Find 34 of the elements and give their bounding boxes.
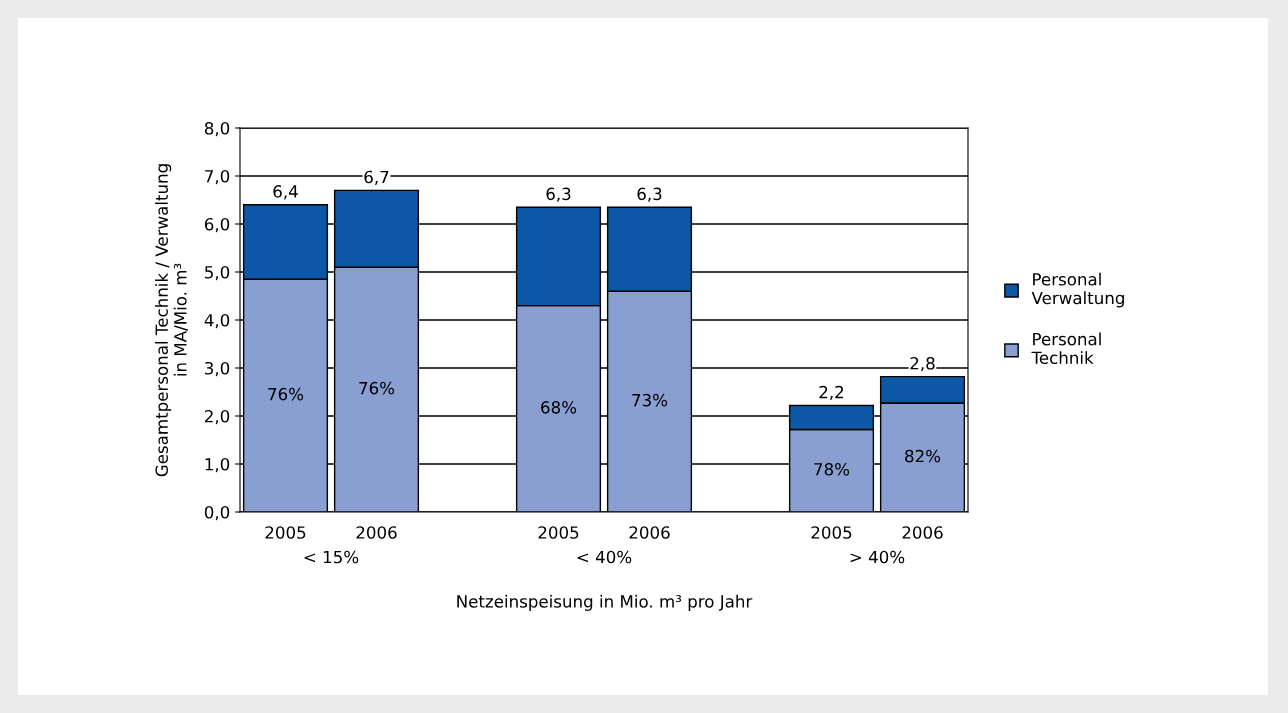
y-tick-label: 1,0 bbox=[205, 457, 230, 473]
y-tick-label: 4,0 bbox=[204, 313, 230, 329]
y-tick-label: 5,0 bbox=[205, 265, 230, 281]
x-tick-label: 2005 bbox=[265, 526, 306, 539]
x-tick-label: 2005 bbox=[811, 526, 852, 539]
text: < 40% bbox=[577, 550, 632, 564]
total-label: 6,3 bbox=[546, 187, 571, 202]
y-tick-label: 3,0 bbox=[205, 361, 230, 377]
legend-label: Personal Technik bbox=[1031, 332, 1101, 365]
annotation: 76% bbox=[268, 387, 304, 401]
y-tick-label: 8,0 bbox=[204, 121, 230, 137]
total-label: 6,7 bbox=[364, 170, 389, 186]
x-tick-label: 2005 bbox=[538, 526, 579, 539]
legend-label: Personal Verwaltung bbox=[1031, 272, 1124, 308]
y-tick-label: 7,0 bbox=[205, 169, 230, 185]
total-label: 2,8 bbox=[910, 356, 935, 372]
y-tick-label: 0,0 bbox=[204, 505, 230, 521]
annotation: 78% bbox=[814, 462, 850, 476]
text: < 15% bbox=[304, 550, 359, 564]
y-tick-label: 2,0 bbox=[204, 409, 230, 425]
x-tick-label: 2006 bbox=[356, 526, 397, 539]
annotation: 82% bbox=[905, 449, 941, 463]
annotation: 73% bbox=[632, 393, 668, 407]
x-tick-label: 2006 bbox=[629, 526, 670, 539]
total-label: 6,4 bbox=[273, 185, 298, 200]
total-label: 2,2 bbox=[819, 385, 844, 401]
annotation: 68% bbox=[541, 401, 577, 414]
annotation: 76% bbox=[359, 381, 395, 395]
x-tick-label: 2006 bbox=[902, 526, 943, 539]
text: > 40% bbox=[850, 550, 905, 564]
y-axis-title: Gesamtpersonal Technik / Verwaltung in MA/Mio. m³ bbox=[155, 164, 188, 477]
x-axis-title: Netzeinspeisung in Mio. m³ pro Jahr bbox=[457, 594, 753, 611]
y-tick-label: 6,0 bbox=[204, 217, 230, 233]
total-label: 6,3 bbox=[637, 187, 662, 202]
